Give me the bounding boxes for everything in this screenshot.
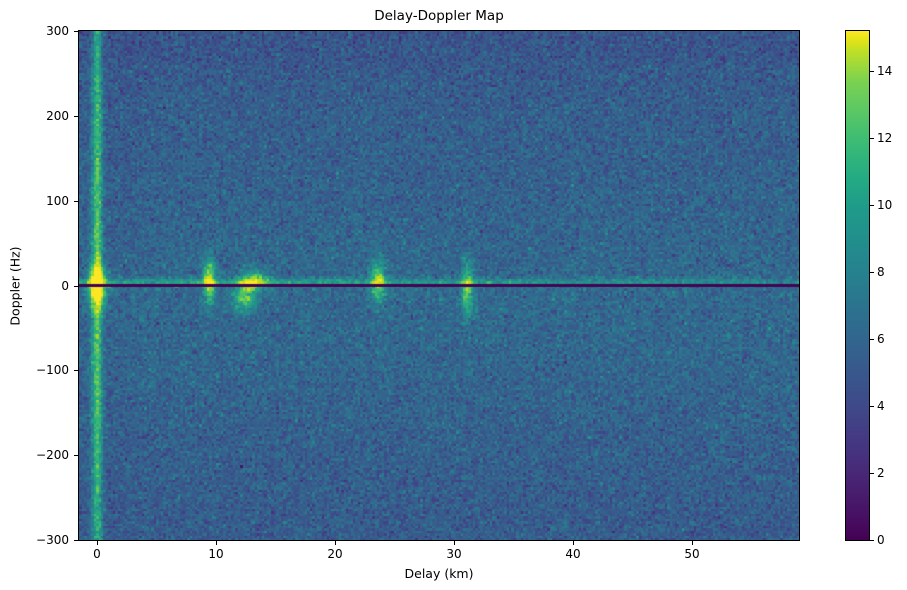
colorbar-tick-label: 12 (877, 131, 893, 145)
x-tick-label: 10 (208, 547, 224, 561)
y-tick-mark (74, 286, 78, 287)
page-title: Delay-Doppler Map (374, 8, 504, 24)
colorbar-tick-mark (870, 406, 874, 407)
colorbar-tick-label: 8 (877, 265, 885, 279)
x-tick-label: 0 (93, 547, 101, 561)
y-tick-label: 0 (61, 279, 69, 293)
y-tick-mark (74, 31, 78, 32)
colorbar-tick-mark (870, 473, 874, 474)
colorbar-tick-label: 0 (877, 533, 885, 547)
colorbar-tick-label: 10 (877, 198, 893, 212)
y-tick-mark (74, 116, 78, 117)
colorbar-tick-mark (870, 272, 874, 273)
colorbar (845, 30, 870, 541)
colorbar-tick-mark (870, 205, 874, 206)
x-axis-label: Delay (km) (404, 566, 474, 581)
heatmap-image (79, 31, 799, 540)
y-tick-label: 200 (46, 109, 69, 123)
colorbar-tick-label: 6 (877, 332, 885, 346)
delay-doppler-heatmap-axes (78, 30, 800, 541)
x-tick-mark (454, 541, 455, 545)
x-tick-label: 20 (327, 547, 343, 561)
y-tick-label: 300 (46, 24, 69, 38)
x-tick-mark (335, 541, 336, 545)
y-tick-label: −200 (36, 448, 69, 462)
x-tick-label: 40 (565, 547, 581, 561)
x-tick-label: 30 (446, 547, 462, 561)
colorbar-tick-label: 2 (877, 466, 885, 480)
y-tick-label: −100 (36, 363, 69, 377)
colorbar-tick-mark (870, 138, 874, 139)
y-tick-mark (74, 201, 78, 202)
colorbar-tick-label: 4 (877, 399, 885, 413)
colorbar-tick-mark (870, 71, 874, 72)
x-tick-mark (216, 541, 217, 545)
colorbar-tick-mark (870, 339, 874, 340)
y-tick-label: 100 (46, 194, 69, 208)
colorbar-tick-label: 14 (877, 64, 893, 78)
x-tick-label: 50 (684, 547, 700, 561)
y-tick-mark (74, 540, 78, 541)
y-tick-mark (74, 370, 78, 371)
x-tick-mark (573, 541, 574, 545)
y-tick-mark (74, 455, 78, 456)
colorbar-gradient (846, 31, 869, 540)
y-axis-label: Doppler (Hz) (7, 246, 23, 326)
x-tick-mark (692, 541, 693, 545)
x-tick-mark (97, 541, 98, 545)
y-tick-label: −300 (36, 533, 69, 547)
colorbar-tick-mark (870, 540, 874, 541)
